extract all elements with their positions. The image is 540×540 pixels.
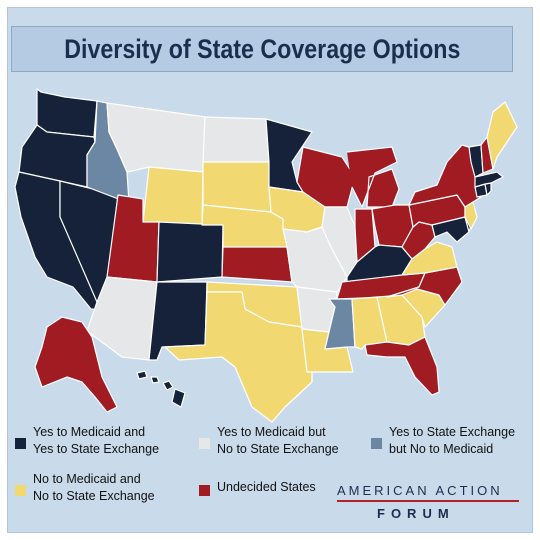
legend-swatch-yes-yes <box>15 438 26 449</box>
state-massachusetts <box>474 171 504 188</box>
state-new-jersey <box>464 201 478 230</box>
state-michigan <box>346 146 400 208</box>
legend-swatch-yes-no <box>199 438 210 449</box>
state-north-carolina <box>386 266 463 306</box>
state-washington <box>36 88 98 138</box>
state-wyoming <box>142 166 204 226</box>
us-state-map <box>14 88 518 423</box>
legend-swatch-exchange-only <box>371 438 382 449</box>
legend-label-line: Undecided States <box>217 480 316 494</box>
state-colorado <box>156 221 224 283</box>
legend-label-no-no: No to Medicaid and No to State Exchange <box>33 471 155 505</box>
legend-label-line: No to Medicaid and <box>33 472 141 486</box>
brand-logo-top: AMERICAN ACTION <box>337 483 503 498</box>
state-south-dakota <box>202 161 272 213</box>
legend-label-undecided: Undecided States <box>217 479 316 496</box>
legend-label-yes-yes: Yes to Medicaid and Yes to State Exchang… <box>33 424 159 458</box>
legend-label-line: but No to Medicaid <box>389 442 494 456</box>
state-florida <box>364 336 440 396</box>
map-legend: Yes to Medicaid and Yes to State Exchang… <box>7 424 533 533</box>
state-hawaii <box>136 370 186 408</box>
state-north-dakota <box>202 116 270 163</box>
legend-label-line: Yes to State Exchange <box>33 442 160 456</box>
state-vermont <box>468 144 484 178</box>
brand-logo-rule <box>337 500 519 502</box>
state-maine <box>486 101 518 170</box>
legend-item-yes-no: Yes to Medicaid but No to State Exchange <box>199 424 339 458</box>
legend-swatch-no-no <box>15 485 26 496</box>
title-bar: Diversity of State Coverage Options <box>11 26 513 72</box>
state-kansas <box>221 246 293 283</box>
map-title: Diversity of State Coverage Options <box>63 33 461 64</box>
brand-logo-bottom: FORUM <box>377 506 455 521</box>
legend-label-line: Yes to Medicaid but <box>217 425 326 439</box>
legend-item-undecided: Undecided States <box>199 479 316 496</box>
state-texas <box>164 291 313 423</box>
legend-label-line: Yes to State Exchange <box>389 425 516 439</box>
legend-label-exchange-only: Yes to State Exchange but No to Medicaid <box>389 424 515 458</box>
state-alaska <box>34 316 118 413</box>
legend-label-yes-no: Yes to Medicaid but No to State Exchange <box>217 424 339 458</box>
legend-label-line: Yes to Medicaid and <box>33 425 146 439</box>
legend-label-line: No to State Exchange <box>217 442 339 456</box>
legend-item-exchange-only: Yes to State Exchange but No to Medicaid <box>371 424 515 458</box>
legend-item-no-no: No to Medicaid and No to State Exchange <box>15 471 155 505</box>
legend-label-line: No to State Exchange <box>33 489 155 503</box>
legend-item-yes-yes: Yes to Medicaid and Yes to State Exchang… <box>15 424 159 458</box>
legend-swatch-undecided <box>199 485 210 496</box>
